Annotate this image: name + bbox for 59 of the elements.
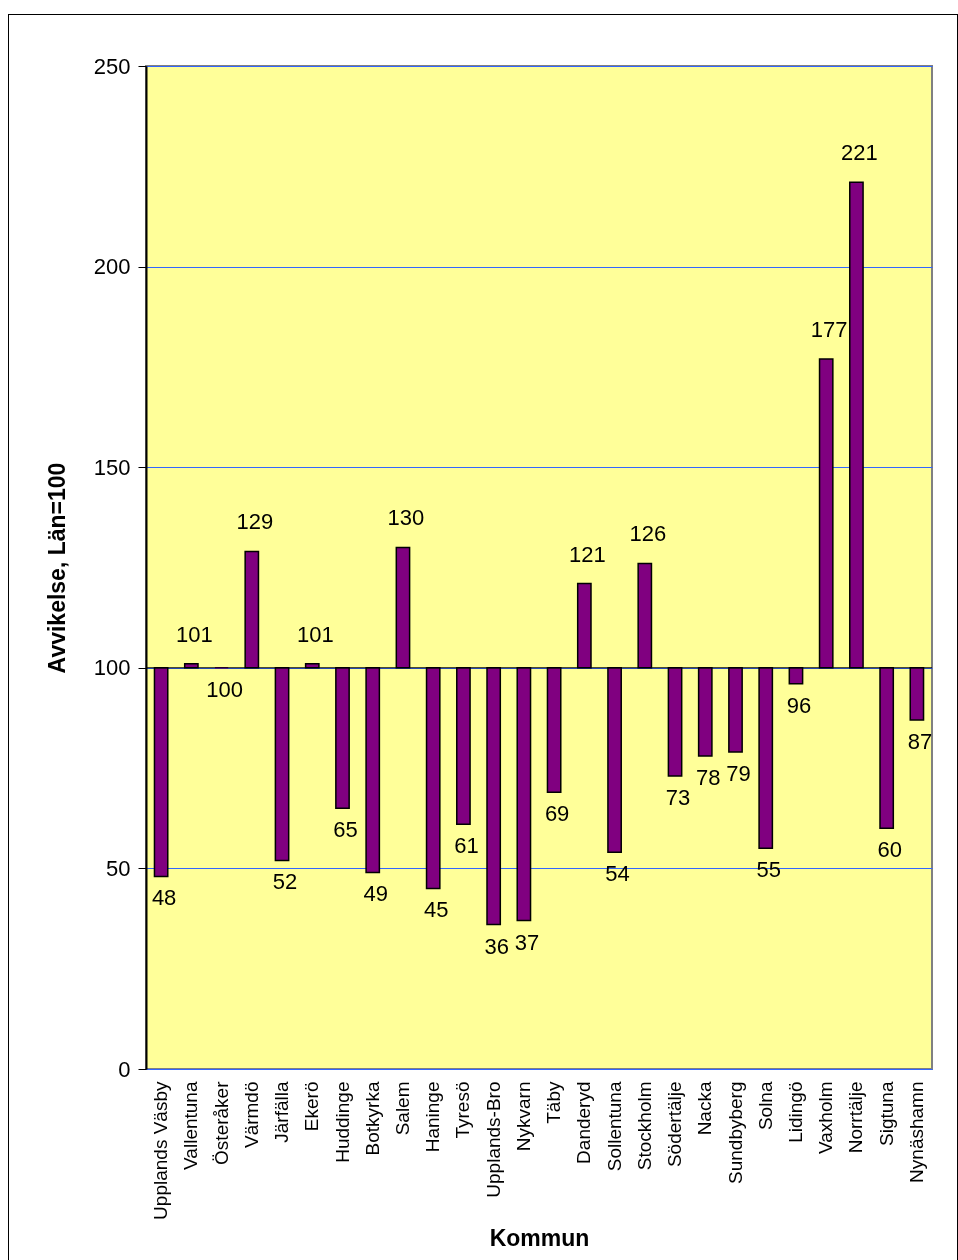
- data-label: 49: [363, 881, 388, 907]
- data-label: 129: [236, 509, 274, 535]
- y-axis-title: Avvikelse, Län=100: [43, 462, 70, 674]
- x-tick-label: Salem: [391, 1081, 413, 1136]
- data-label: 87: [907, 728, 933, 754]
- data-label: 69: [544, 801, 570, 827]
- x-tick-label: Tyresö: [452, 1081, 474, 1139]
- x-tick-label: Lidingö: [784, 1081, 806, 1143]
- x-tick-label: Nykvarn: [512, 1081, 534, 1152]
- data-label: 60: [877, 837, 902, 863]
- data-label: 100: [206, 676, 243, 702]
- x-tick-label: Nacka: [694, 1081, 716, 1136]
- x-tick-label: Botkyrka: [361, 1081, 383, 1156]
- data-label: 177: [810, 316, 848, 342]
- x-tick-label: Solna: [754, 1081, 776, 1131]
- x-tick-label: Vallentuna: [180, 1081, 202, 1170]
- data-label: 45: [423, 897, 449, 923]
- data-label: 121: [568, 541, 606, 567]
- data-label: 73: [665, 785, 691, 811]
- y-tick-label: 150: [93, 454, 131, 480]
- x-tick-label: Vaxholm: [815, 1081, 837, 1155]
- x-tick-label: Österåker: [210, 1080, 232, 1165]
- y-tick-label: 200: [93, 254, 131, 280]
- data-label: 221: [841, 140, 878, 166]
- y-tick-label: 100: [93, 655, 131, 681]
- y-tick-label: 250: [93, 53, 131, 79]
- data-label: 37: [514, 929, 540, 955]
- data-label: 61: [454, 833, 479, 859]
- y-tick-label: 50: [106, 855, 131, 881]
- x-tick-label: Nynäshamn: [905, 1081, 927, 1183]
- x-axis-title: Kommun: [489, 1224, 590, 1251]
- x-tick-label: Sundbyberg: [724, 1081, 746, 1184]
- data-label: 78: [696, 765, 721, 791]
- data-label: 54: [605, 861, 630, 887]
- x-tick-label: Sollentuna: [603, 1081, 625, 1172]
- y-tick-label: 0: [118, 1056, 131, 1082]
- x-tick-label: Norrtälje: [845, 1081, 867, 1154]
- x-tick-label: Sigtuna: [875, 1081, 897, 1146]
- data-label: 48: [151, 885, 177, 911]
- data-label: 126: [629, 521, 667, 547]
- x-tick-label: Danderyd: [573, 1081, 595, 1164]
- data-label: 65: [333, 817, 358, 843]
- data-label: 96: [786, 692, 812, 718]
- x-tick-label: Södertälje: [664, 1081, 686, 1168]
- data-label: 52: [272, 869, 298, 895]
- x-tick-label: Värmdö: [240, 1081, 262, 1149]
- data-label: 101: [296, 621, 334, 647]
- x-tick-label: Huddinge: [331, 1081, 353, 1163]
- data-label: 101: [175, 621, 213, 647]
- x-tick-label: Upplands Väsby: [150, 1081, 172, 1220]
- x-tick-label: Järfälla: [271, 1081, 293, 1143]
- x-tick-label: Stockholm: [633, 1081, 655, 1171]
- x-tick-label: Upplands-Bro: [482, 1081, 504, 1198]
- data-label: 79: [726, 761, 751, 787]
- x-tick-label: Ekerö: [301, 1081, 323, 1132]
- data-label: 36: [484, 933, 509, 959]
- x-tick-label: Täby: [543, 1081, 565, 1124]
- data-label: 130: [387, 505, 425, 531]
- x-tick-label: Haninge: [422, 1081, 444, 1153]
